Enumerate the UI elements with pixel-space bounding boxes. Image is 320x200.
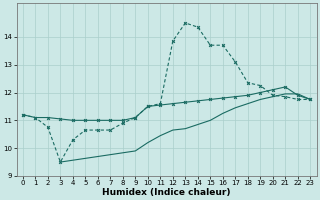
X-axis label: Humidex (Indice chaleur): Humidex (Indice chaleur) (102, 188, 231, 197)
